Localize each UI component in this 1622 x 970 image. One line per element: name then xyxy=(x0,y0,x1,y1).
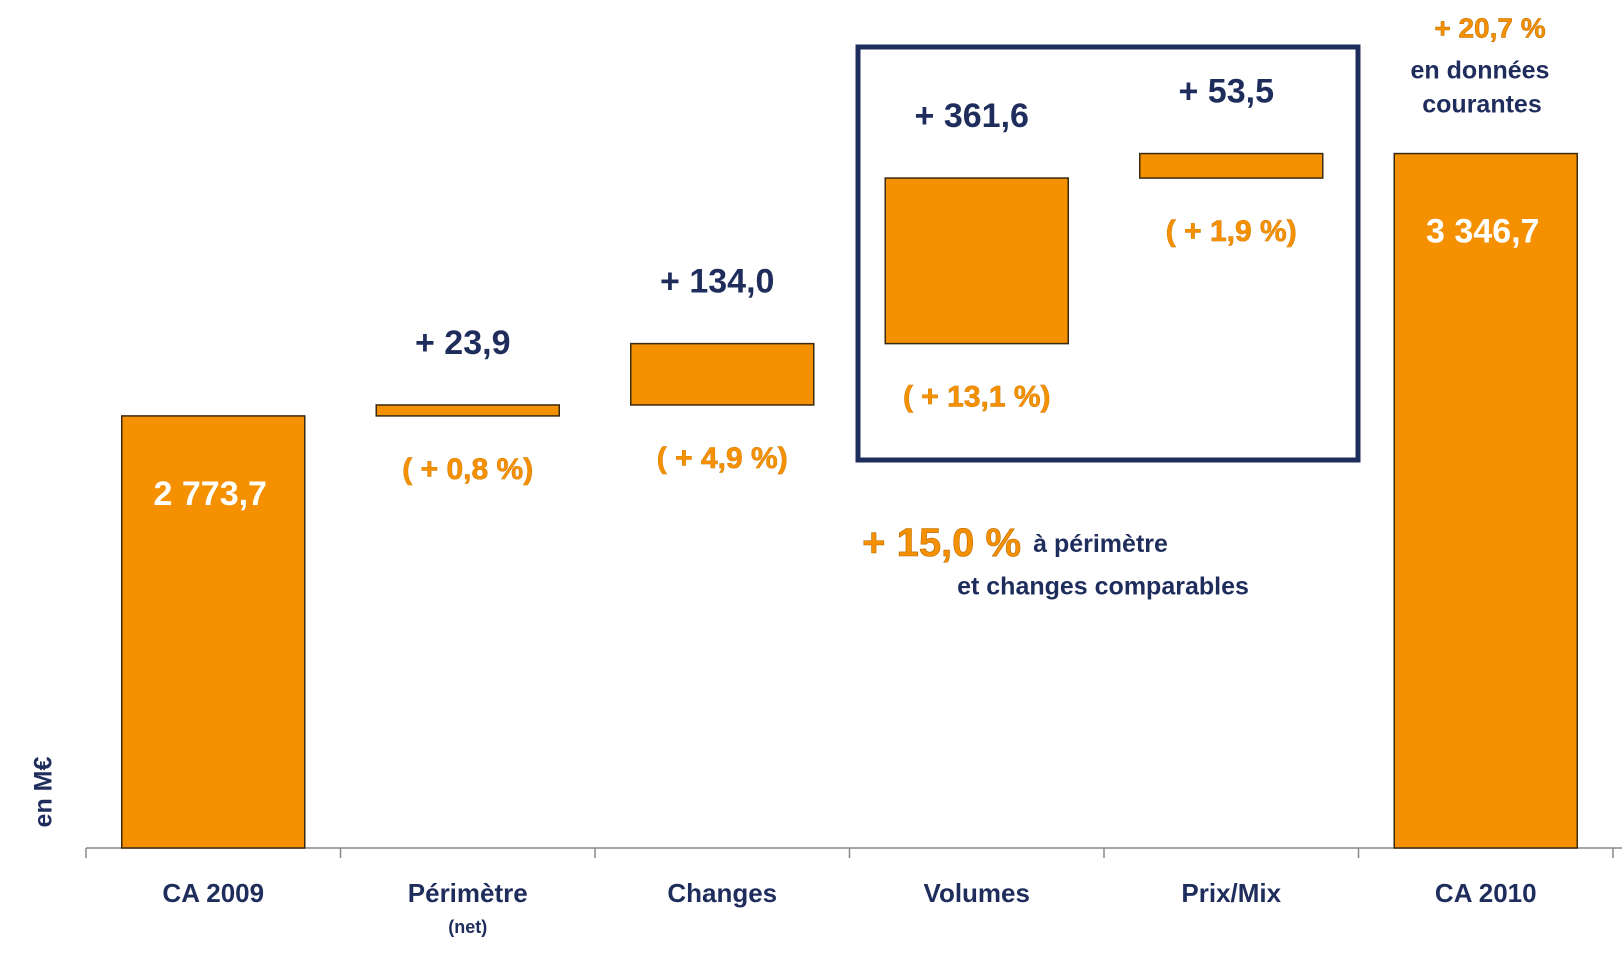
value-label: + 23,9 xyxy=(415,324,510,362)
value-label: + 53,5 xyxy=(1179,73,1274,111)
x-tick-note: (net) xyxy=(448,917,487,937)
highlight-box xyxy=(855,44,1361,463)
x-tick-label: CA 2009 xyxy=(162,878,264,908)
bar xyxy=(630,342,815,406)
annotation: à périmètre xyxy=(1033,530,1168,558)
x-tick-label: Prix/Mix xyxy=(1181,878,1281,908)
percent-label: ( + 4,9 %) xyxy=(657,442,788,475)
annotation: en données xyxy=(1411,57,1550,85)
percent-label: ( + 1,9 %) xyxy=(1166,215,1297,248)
annotation: courantes xyxy=(1422,91,1541,119)
value-label: + 134,0 xyxy=(660,263,774,301)
annotation: + 15,0 % xyxy=(862,521,1021,565)
x-tick-label: Périmètre xyxy=(408,878,528,908)
x-tick-label: CA 2010 xyxy=(1435,878,1537,908)
annotation: + 15,0 % à périmètre xyxy=(862,521,1168,565)
x-tick-label: Changes xyxy=(667,878,777,908)
bar xyxy=(884,177,1069,345)
annotation: et changes comparables xyxy=(957,573,1249,601)
value-label: 3 346,7 xyxy=(1426,213,1539,251)
bar xyxy=(1393,152,1578,849)
value-label: + 361,6 xyxy=(915,97,1029,135)
value-label: 2 773,7 xyxy=(154,475,267,513)
percent-label: ( + 13,1 %) xyxy=(903,381,1051,414)
bar xyxy=(1139,152,1324,179)
y-axis-label: en M€ xyxy=(30,756,58,827)
annotation: + 20,7 % xyxy=(1434,12,1545,43)
percent-label: ( + 0,8 %) xyxy=(402,453,533,486)
bar xyxy=(375,404,560,417)
x-tick-label: Volumes xyxy=(924,878,1030,908)
bar xyxy=(121,415,306,849)
